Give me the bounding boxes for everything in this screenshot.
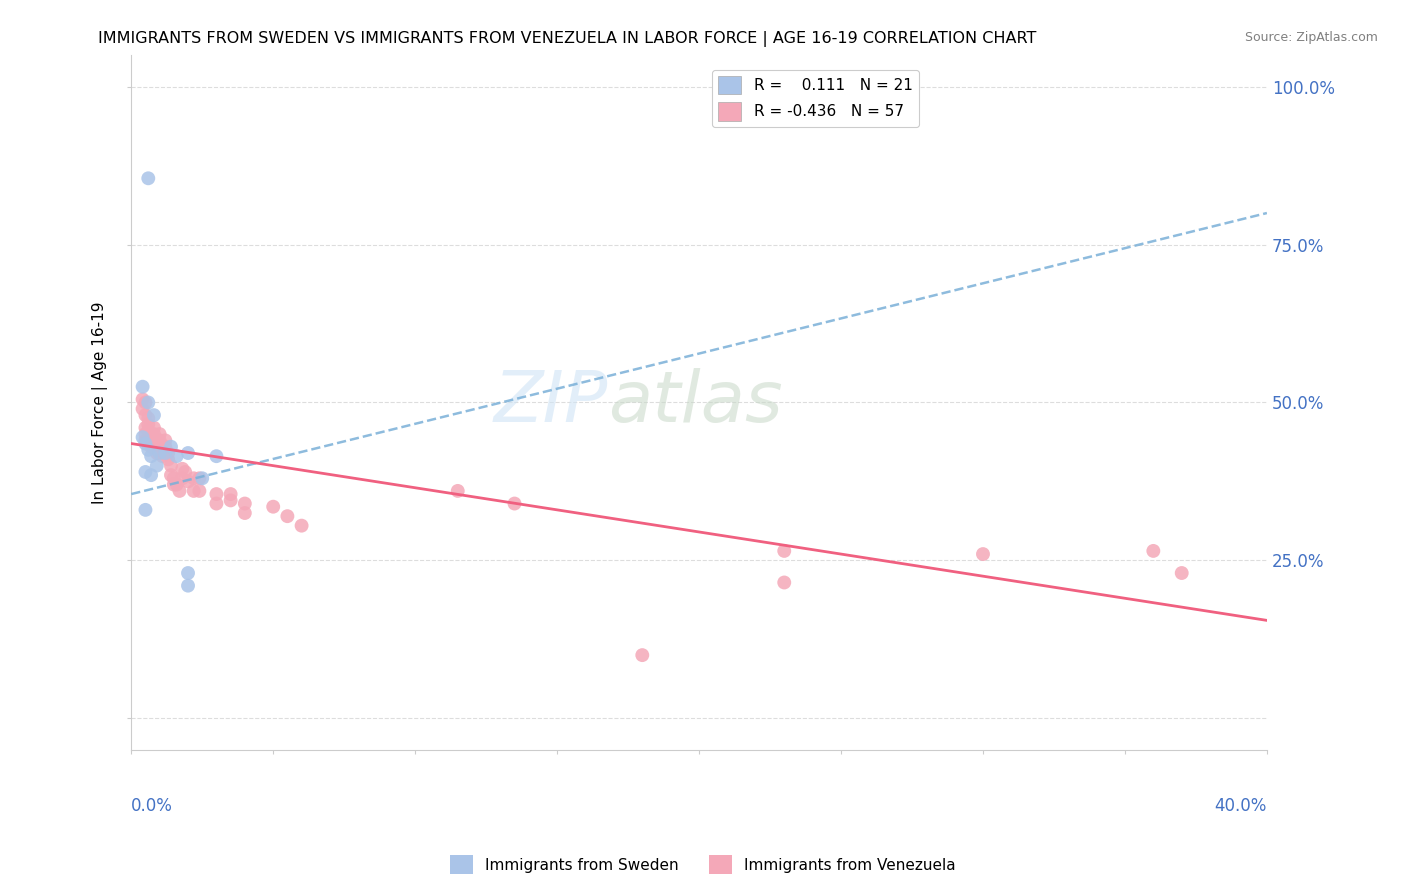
Point (143, 408, 166, 422)
Point (134, 465, 156, 479)
Point (972, 547, 994, 561)
Point (134, 408, 156, 422)
Point (160, 468, 183, 483)
Point (139, 449, 162, 463)
Point (219, 493, 242, 508)
Point (177, 446, 200, 460)
Point (136, 171, 159, 186)
Point (188, 483, 211, 498)
Point (166, 477, 188, 491)
Point (183, 483, 205, 498)
Point (131, 401, 153, 416)
Point (134, 421, 156, 435)
Point (131, 380, 153, 394)
Point (172, 471, 194, 485)
Point (134, 503, 156, 517)
Point (503, 497, 526, 511)
Point (149, 446, 172, 460)
Point (205, 449, 228, 463)
Point (155, 434, 177, 448)
Point (219, 487, 242, 501)
Point (183, 471, 205, 485)
Point (146, 458, 169, 473)
Point (163, 477, 186, 491)
Point (134, 427, 156, 442)
Point (163, 471, 186, 485)
Point (134, 434, 156, 448)
Point (131, 430, 153, 444)
Point (174, 465, 197, 479)
Point (136, 417, 159, 432)
Point (773, 575, 796, 590)
Point (169, 483, 191, 498)
Point (177, 475, 200, 489)
Point (136, 411, 159, 425)
Point (188, 471, 211, 485)
Point (136, 395, 159, 409)
Point (160, 458, 183, 473)
Point (1170, 566, 1192, 580)
Point (131, 392, 153, 407)
Point (143, 427, 166, 442)
Point (149, 434, 172, 448)
Point (233, 497, 256, 511)
Point (233, 506, 256, 520)
Point (155, 446, 177, 460)
Point (157, 446, 180, 460)
Point (155, 440, 177, 454)
Point (152, 446, 174, 460)
Point (191, 471, 214, 485)
Text: Source: ZipAtlas.com: Source: ZipAtlas.com (1244, 31, 1378, 45)
Text: 40.0%: 40.0% (1215, 797, 1267, 815)
Point (1142, 544, 1164, 558)
Point (139, 430, 162, 444)
Point (152, 449, 174, 463)
Point (139, 434, 162, 448)
Point (205, 497, 228, 511)
Text: IMMIGRANTS FROM SWEDEN VS IMMIGRANTS FROM VENEZUELA IN LABOR FORCE | AGE 16-19 C: IMMIGRANTS FROM SWEDEN VS IMMIGRANTS FRO… (98, 31, 1036, 47)
Point (149, 427, 172, 442)
Point (146, 446, 169, 460)
Point (134, 395, 156, 409)
Legend: Immigrants from Sweden, Immigrants from Venezuela: Immigrants from Sweden, Immigrants from … (444, 849, 962, 880)
Point (160, 440, 183, 454)
Point (136, 424, 159, 438)
Point (143, 421, 166, 435)
Point (177, 566, 200, 580)
Text: 0.0%: 0.0% (131, 797, 173, 815)
Point (157, 452, 180, 467)
Point (291, 518, 314, 533)
Point (136, 442, 159, 457)
Point (134, 436, 156, 450)
Legend: R =    0.111   N = 21, R = -0.436   N = 57: R = 0.111 N = 21, R = -0.436 N = 57 (713, 70, 918, 127)
Text: ZIP: ZIP (494, 368, 609, 437)
Y-axis label: In Labor Force | Age 16-19: In Labor Force | Age 16-19 (93, 301, 108, 504)
Point (631, 648, 654, 662)
Point (139, 468, 162, 483)
Point (205, 487, 228, 501)
Point (177, 579, 200, 593)
Point (146, 440, 169, 454)
Point (172, 462, 194, 476)
Text: atlas: atlas (609, 368, 783, 437)
Point (773, 544, 796, 558)
Point (262, 500, 284, 514)
Point (447, 483, 470, 498)
Point (276, 509, 298, 524)
Point (166, 449, 188, 463)
Point (139, 440, 162, 454)
Point (149, 440, 172, 454)
